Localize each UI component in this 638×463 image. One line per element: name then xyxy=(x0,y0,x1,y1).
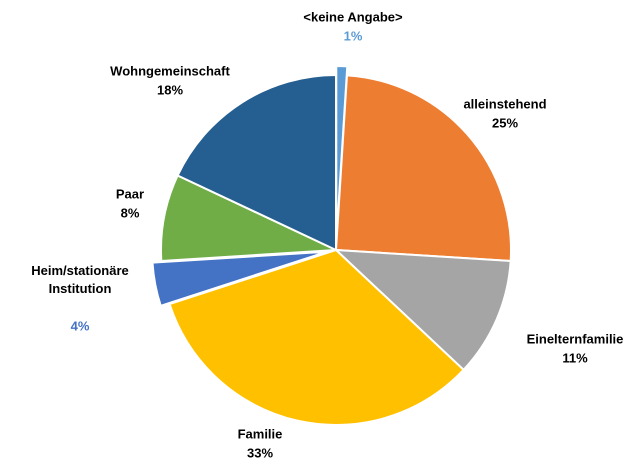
slice-label: Heim/stationäre Institution xyxy=(31,263,129,296)
pie-slice xyxy=(168,248,465,427)
value-label: 8% xyxy=(121,205,140,220)
slice-label: alleinstehend xyxy=(463,96,546,111)
pie-slice xyxy=(333,248,512,372)
pie-slice xyxy=(176,73,337,252)
value-label: 1% xyxy=(344,28,363,43)
pie-slice xyxy=(334,74,512,263)
value-label: 25% xyxy=(492,115,518,130)
value-label: 4% xyxy=(71,318,90,333)
slice-label: <keine Angabe> xyxy=(303,9,403,24)
slice-label: Einelternfamilie xyxy=(527,331,624,346)
value-label: 18% xyxy=(157,82,183,97)
value-label: 11% xyxy=(562,350,588,365)
pie-slice xyxy=(151,250,328,308)
slice-label: Wohngemeinschaft xyxy=(110,63,230,78)
slice-label: Familie xyxy=(238,426,283,441)
value-label: 33% xyxy=(247,445,273,460)
slice-label: Paar xyxy=(116,186,144,201)
